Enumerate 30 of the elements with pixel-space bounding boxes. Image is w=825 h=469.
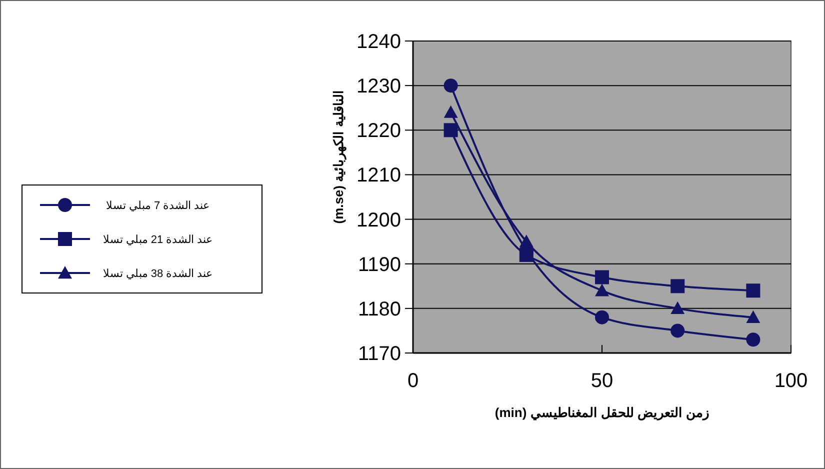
y-tick-label: 1220 [356,120,401,142]
x-axis-title: زمن التعريض للحقل المغناطيسي (min) [494,405,710,421]
legend-label: عند الشدة 7 مبلي تسلا [106,200,210,212]
point [595,284,609,296]
y-tick-label: 1230 [356,76,401,98]
x-tick-label: 0 [407,370,419,392]
point [595,310,609,324]
point [670,324,685,338]
point [670,301,685,314]
point [519,248,534,262]
legend-label: عند الشدة 38 مبلي تسلا [102,268,214,280]
point [746,310,760,323]
y-tick-label: 1180 [358,298,401,320]
y-tick-label: 1210 [356,164,401,187]
y-tick-label: 1200 [356,209,401,232]
legend-label: عند الشدة 21 مبلي تسلا [102,234,214,246]
y-tick-label: 1190 [358,254,401,276]
y-axis-title: الناقلية الكهربائية (m.se) [331,90,347,224]
point [746,284,760,298]
x-tick-label: 100 [774,370,808,392]
point [670,279,685,294]
x-tick-label: 50 [590,370,614,392]
point [746,332,760,347]
point [444,123,458,138]
point [444,105,458,118]
point [519,234,534,248]
y-tick-label: 1240 [356,31,401,53]
point [444,78,458,93]
point [595,270,609,284]
y-tick-label: 1170 [358,343,401,365]
